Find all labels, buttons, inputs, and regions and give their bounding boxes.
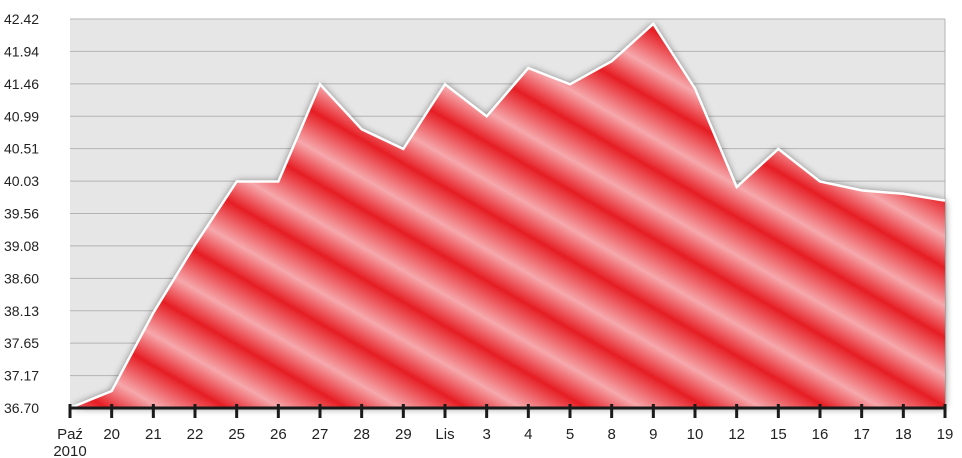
series-line [69, 21, 946, 410]
x-tick-sublabel: 2010 [53, 443, 86, 458]
y-tick-label: 36.70 [4, 400, 39, 416]
x-tick-label: 12 [728, 426, 745, 443]
x-tick-label: 5 [566, 426, 574, 443]
x-tick-label: 17 [853, 426, 870, 443]
y-tick-label: 41.46 [4, 76, 39, 92]
y-axis-labels: 36.70 37.17 37.65 38.13 38.60 39.08 39.56 40.03… [4, 11, 39, 416]
x-tick-label: 10 [687, 426, 704, 443]
y-tick-label: 37.65 [4, 335, 39, 351]
y-tick-label: 39.56 [4, 206, 39, 222]
y-tick-label: 37.17 [4, 368, 39, 384]
x-tick-label: 16 [812, 426, 829, 443]
x-tick-label: 28 [353, 426, 370, 443]
x-tick-label: 15 [770, 426, 787, 443]
x-tick-label: 25 [228, 426, 245, 443]
y-tick-label: 40.03 [4, 173, 39, 189]
x-tick-label: Paź [57, 426, 83, 443]
x-tick-label: 22 [187, 426, 204, 443]
y-tick-label: 42.42 [4, 11, 39, 27]
x-tick-label: 3 [482, 426, 490, 443]
y-tick-label: 40.51 [4, 141, 39, 157]
series-area [69, 21, 946, 410]
y-tick-label: 39.08 [4, 238, 39, 254]
y-tick-label: 38.60 [4, 270, 39, 286]
x-tick-label: 20 [103, 426, 120, 443]
x-tick-label: Lis [435, 426, 454, 443]
x-tick-label: 8 [607, 426, 615, 443]
x-tick-label: 26 [270, 426, 287, 443]
x-tick-label: 29 [395, 426, 412, 443]
x-tick-label: 9 [649, 426, 657, 443]
y-tick-label: 41.94 [4, 43, 39, 59]
x-tick-label: 18 [895, 426, 912, 443]
x-tick-label: 27 [312, 426, 329, 443]
x-tick-label: 19 [937, 426, 954, 443]
x-tick-label: 4 [524, 426, 532, 443]
area-fill [70, 23, 945, 409]
y-tick-label: 40.99 [4, 108, 39, 124]
y-tick-label: 38.13 [4, 303, 39, 319]
x-tick-label: 21 [145, 426, 162, 443]
